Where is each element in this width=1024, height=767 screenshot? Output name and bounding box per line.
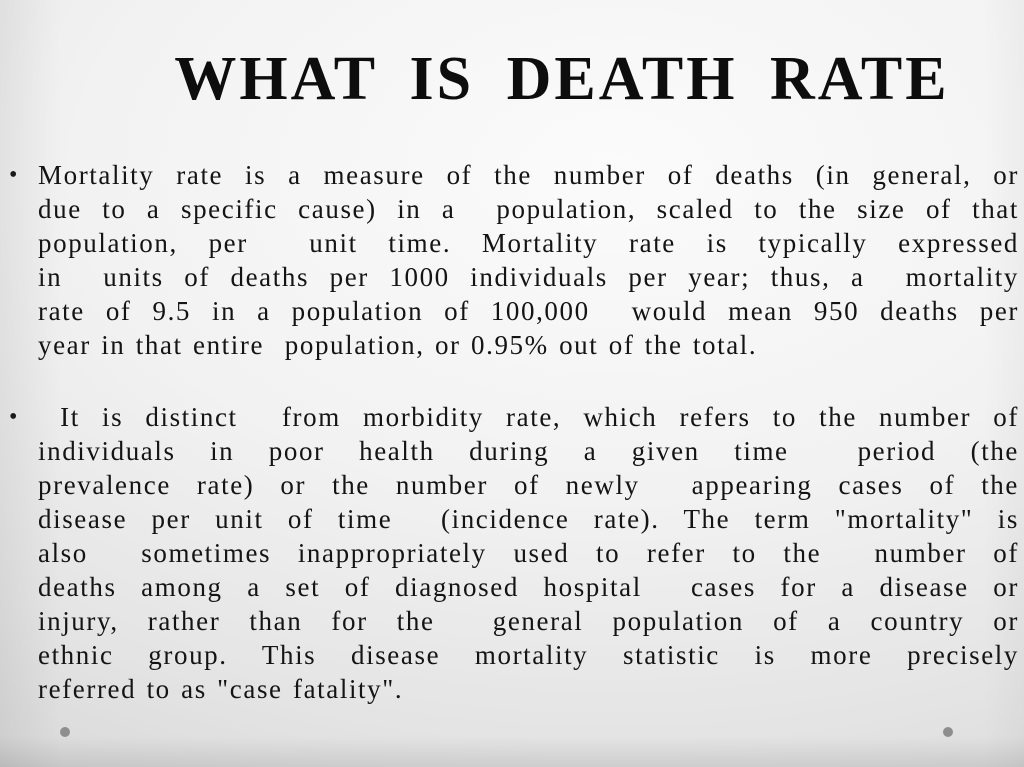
text-line: injury, rather than for the general popu… [38,606,1019,636]
bullet-icon: • [9,162,18,188]
footer-left-dot-icon [60,727,70,737]
footer-right-dot-icon [943,727,953,737]
bullet-item: • Mortality rate is a measure of the num… [0,158,1024,362]
text-line: referred to as "case fatality". [38,674,404,704]
bullet-text-block: It is distinct from morbidity rate, whic… [38,400,1024,706]
text-line: ethnic group. This disease mortality sta… [38,640,1019,670]
bullet-item: • It is distinct from morbidity rate, wh… [0,400,1024,706]
text-line: prevalence rate) or the number of newly … [38,470,1019,500]
text-line: rate of 9.5 in a population of 100,000 w… [38,296,1019,326]
text-line: population, per unit time. Mortality rat… [38,228,1019,258]
slide-body: • Mortality rate is a measure of the num… [0,158,1024,706]
text-line: individuals in poor health during a give… [38,436,1019,466]
bullet-icon: • [9,404,18,430]
text-line: also sometimes inappropriately used to r… [38,538,1019,568]
text-line: It is distinct from morbidity rate, whic… [38,402,1019,432]
text-line: disease per unit of time (incidence rate… [38,504,1019,534]
text-line: in units of deaths per 1000 individuals … [38,262,1019,292]
bullet-text-block: Mortality rate is a measure of the numbe… [38,158,1024,362]
slide-title: WHAT IS DEATH RATE [174,45,950,113]
text-line: year in that entire population, or 0.95%… [38,330,758,360]
text-line: deaths among a set of diagnosed hospital… [38,572,1019,602]
text-line: due to a specific cause) in a population… [38,194,1019,224]
text-line: Mortality rate is a measure of the numbe… [38,160,1019,190]
